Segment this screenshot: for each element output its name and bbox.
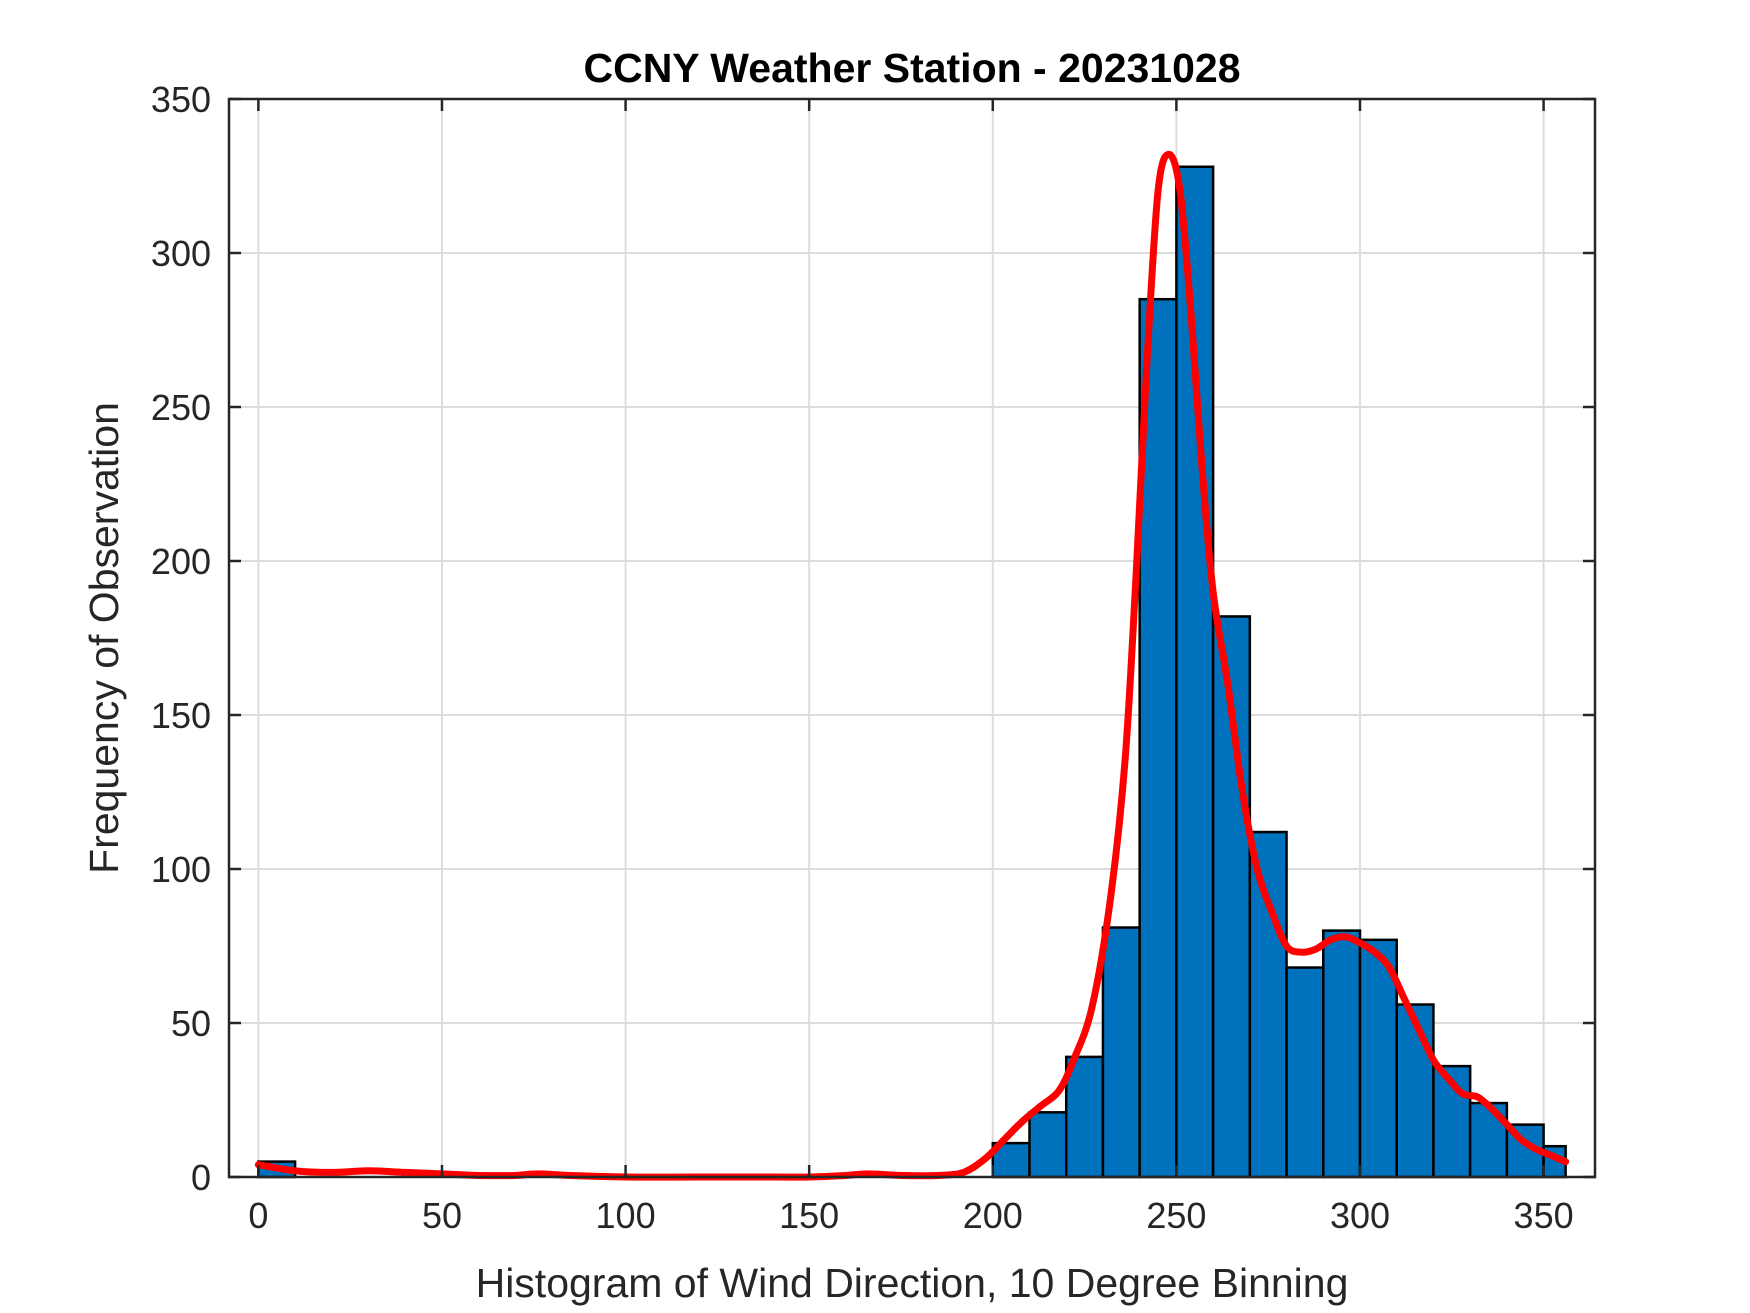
y-tick-label: 150 [151, 695, 211, 736]
y-tick-label: 350 [151, 79, 211, 120]
histogram-bar [1322, 929, 1362, 1179]
axes [227, 97, 1597, 1179]
y-tick-label: 300 [151, 233, 211, 274]
x-tick-label: 200 [963, 1195, 1023, 1236]
x-tick-label: 250 [1146, 1195, 1206, 1236]
histogram-bar [1285, 966, 1325, 1179]
x-tick-label: 300 [1330, 1195, 1390, 1236]
histogram-bar [1248, 830, 1288, 1179]
tick-labels: 0 50 100 150 200 250 300 350 0 50 100 150 200 250 300 3… [151, 79, 1574, 1236]
x-tick-label: 0 [248, 1195, 268, 1236]
axes-box [227, 97, 1597, 1179]
histogram-bar [1101, 926, 1141, 1179]
histogram-bar [1064, 1055, 1105, 1179]
y-tick-label: 250 [151, 387, 211, 428]
histogram-bar [1028, 1111, 1068, 1179]
y-tick-label: 50 [171, 1003, 211, 1044]
y-axis-label: Frequency of Observation [81, 402, 127, 874]
x-tick-label: 50 [422, 1195, 462, 1236]
x-tick-label: 100 [596, 1195, 656, 1236]
x-axis-label: Histogram of Wind Direction, 10 Degree B… [476, 1260, 1349, 1306]
y-tick-label: 0 [191, 1157, 211, 1198]
y-tick-label: 200 [151, 541, 211, 582]
chart-title: CCNY Weather Station - 20231028 [583, 45, 1240, 91]
y-tick-label: 100 [151, 849, 211, 890]
histogram-bar [1395, 1003, 1435, 1179]
x-tick-label: 150 [779, 1195, 839, 1236]
x-tick-label: 350 [1514, 1195, 1574, 1236]
